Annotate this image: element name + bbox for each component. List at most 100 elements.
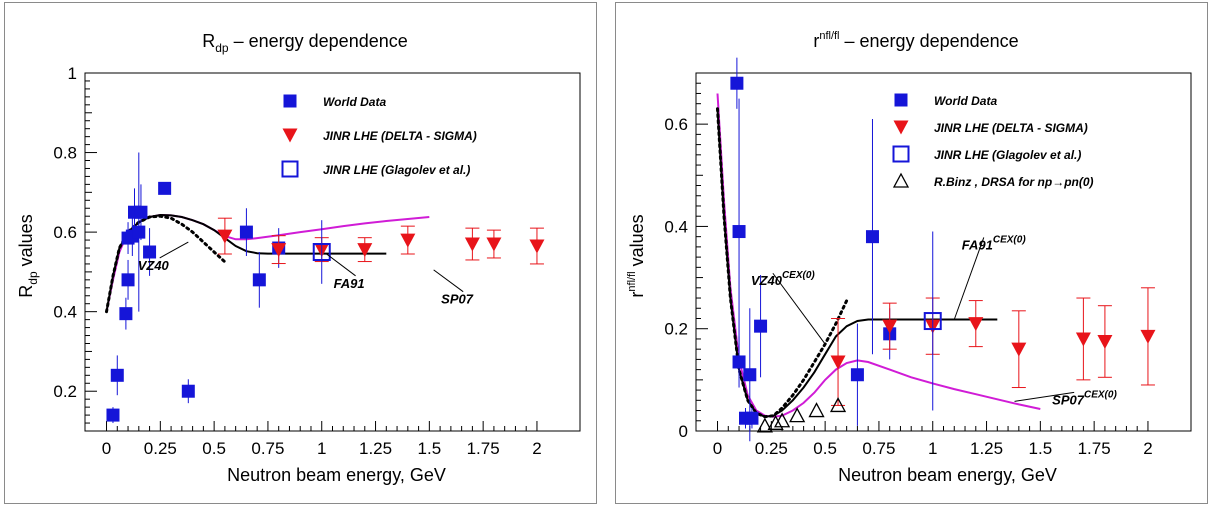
data-point-11 (181, 384, 195, 398)
chart-rnflfl-svg: rnfl/fl – energy dependence Neutron beam … (626, 30, 1192, 485)
annotation-vz40: VZ40 (138, 258, 170, 273)
y-tick-label-1: 1 (68, 64, 77, 83)
x-tick-label-0-5: 0.5 (813, 439, 837, 458)
x-tick-label-2: 2 (1143, 439, 1152, 458)
data-point-0 (830, 355, 846, 370)
annotation-leader-vz40 (159, 241, 189, 259)
annotation-leader-sp07 (1014, 391, 1075, 402)
data-point-3 (968, 317, 984, 332)
x-tick-label-0-5: 0.5 (202, 439, 226, 458)
data-point-4 (400, 233, 416, 248)
x-tick-label-1-75: 1.75 (467, 439, 500, 458)
data-point-5 (464, 237, 480, 252)
data-point-1 (767, 414, 784, 430)
y-axis-title: rnfl/fl values (626, 214, 647, 297)
legend-marker-jinr-lhe-delta-sigma (893, 120, 909, 135)
legend-label-jinr-lhe-delta-sigma: JINR LHE (DELTA - SIGMA) (934, 121, 1088, 135)
legend: World Data JINR LHE (DELTA - SIGMA) JINR L… (892, 93, 1094, 189)
x-tick-label-1-25: 1.25 (359, 439, 392, 458)
chart-panel-rdp: Rdp – energy dependence Neutron beam ener… (4, 2, 597, 504)
y-axis-title: Rdp values (16, 214, 40, 297)
series-world-data (730, 57, 897, 442)
data-point-3 (357, 243, 373, 258)
x-tick-label-0: 0 (713, 439, 722, 458)
data-point-13 (252, 273, 266, 287)
series-jinr-lhe-delta-sigma (830, 287, 1156, 406)
data-point-0 (106, 408, 120, 422)
legend-marker-r-binz-drsa-for-np-pn-0 (892, 172, 910, 188)
annotation-sp07: SP07 (441, 292, 474, 307)
data-point-7 (1140, 329, 1156, 344)
series-r-binz-drsa-for-np-pn-0 (756, 397, 847, 433)
data-point-12 (239, 225, 253, 239)
data-point-4 (1011, 342, 1027, 357)
annotation-leader-fa91 (325, 253, 356, 277)
x-tick-label-1-5: 1.5 (1029, 439, 1053, 458)
x-tick-label-0: 0 (102, 439, 111, 458)
legend-label-world-data: World Data (323, 95, 386, 109)
y-tick-label-0-4: 0.4 (664, 217, 688, 236)
curve-vz40 (716, 107, 849, 419)
data-point-4 (743, 368, 757, 382)
annotation-leader-vz40 (772, 272, 826, 345)
chart-title: rnfl/fl – energy dependence (813, 30, 1018, 51)
data-point-6 (1097, 335, 1113, 349)
data-point-7 (529, 239, 545, 254)
curve-vz40 (105, 214, 227, 314)
data-point-8 (134, 205, 148, 219)
data-point-1 (732, 225, 746, 239)
x-tick-label-1-25: 1.25 (970, 439, 1003, 458)
annotation-fa91: FA91CEX(0) (962, 234, 1027, 252)
x-axis-title: Neutron beam energy, GeV (227, 465, 446, 485)
y-tick-label-0-6: 0.6 (53, 223, 77, 242)
data-point-2 (773, 412, 791, 428)
data-point-5 (829, 397, 847, 413)
chart-title: Rdp – energy dependence (202, 31, 408, 55)
data-point-9 (143, 245, 157, 259)
legend-label-r-binz-drsa-for-np-pn-0: R.Binz , DRSA for np→pn(0) (934, 175, 1094, 189)
data-point-4 (808, 402, 825, 418)
annotation-leader-fa91 (953, 237, 985, 320)
x-axis-title: Neutron beam energy, GeV (838, 465, 1057, 485)
chart-rdp-svg: Rdp – energy dependence Neutron beam ener… (16, 31, 581, 485)
x-tick-label-0-75: 0.75 (251, 439, 284, 458)
y-tick-label-0-2: 0.2 (53, 382, 77, 401)
legend-marker-world-data (894, 93, 908, 107)
y-tick-label-0-8: 0.8 (53, 144, 77, 163)
legend-label-jinr-lhe-glagolev-et-al: JINR LHE (Glagolev et al.) (323, 163, 470, 177)
x-tick-label-0-75: 0.75 (862, 439, 895, 458)
x-tick-label-0-25: 0.25 (144, 439, 177, 458)
plot-frame (84, 72, 581, 432)
data-point-3 (789, 407, 806, 423)
series-jinr-lhe-glagolev-et-al (312, 220, 331, 284)
data-point-0 (217, 229, 233, 244)
legend-marker-jinr-lhe-glagolev-et-al (892, 145, 910, 163)
legend-marker-jinr-lhe-delta-sigma (282, 128, 298, 143)
y-tick-label-0-4: 0.4 (53, 303, 77, 322)
annotation-vz40: VZ40CEX(0) (751, 270, 816, 288)
data-point-3 (121, 273, 135, 287)
data-point-8 (865, 230, 879, 244)
data-point-6 (486, 237, 502, 252)
curve-sp07 (716, 93, 1041, 418)
data-point-5 (1075, 332, 1091, 347)
annotation-sp07: SP07CEX(0) (1052, 389, 1117, 407)
data-point-2 (119, 307, 133, 321)
y-tick-label-0: 0 (679, 422, 688, 441)
x-tick-label-1: 1 (928, 439, 937, 458)
x-tick-label-0-25: 0.25 (755, 439, 788, 458)
y-tick-label-0-6: 0.6 (664, 115, 688, 134)
y-tick-label-0-2: 0.2 (664, 320, 688, 339)
legend-label-jinr-lhe-delta-sigma: JINR LHE (DELTA - SIGMA) (323, 129, 477, 143)
data-point-7 (850, 368, 864, 382)
data-point-0 (730, 76, 744, 90)
x-tick-label-2: 2 (532, 439, 541, 458)
x-tick-label-1: 1 (317, 439, 326, 458)
legend-label-world-data: World Data (934, 94, 997, 108)
series-world-data (106, 152, 286, 424)
legend-marker-world-data (283, 94, 297, 108)
legend-marker-jinr-lhe-glagolev-et-al (281, 160, 299, 178)
series-jinr-lhe-delta-sigma (217, 217, 545, 265)
data-point-5 (745, 411, 759, 425)
legend: World Data JINR LHE (DELTA - SIGMA) JINR L… (281, 94, 477, 178)
